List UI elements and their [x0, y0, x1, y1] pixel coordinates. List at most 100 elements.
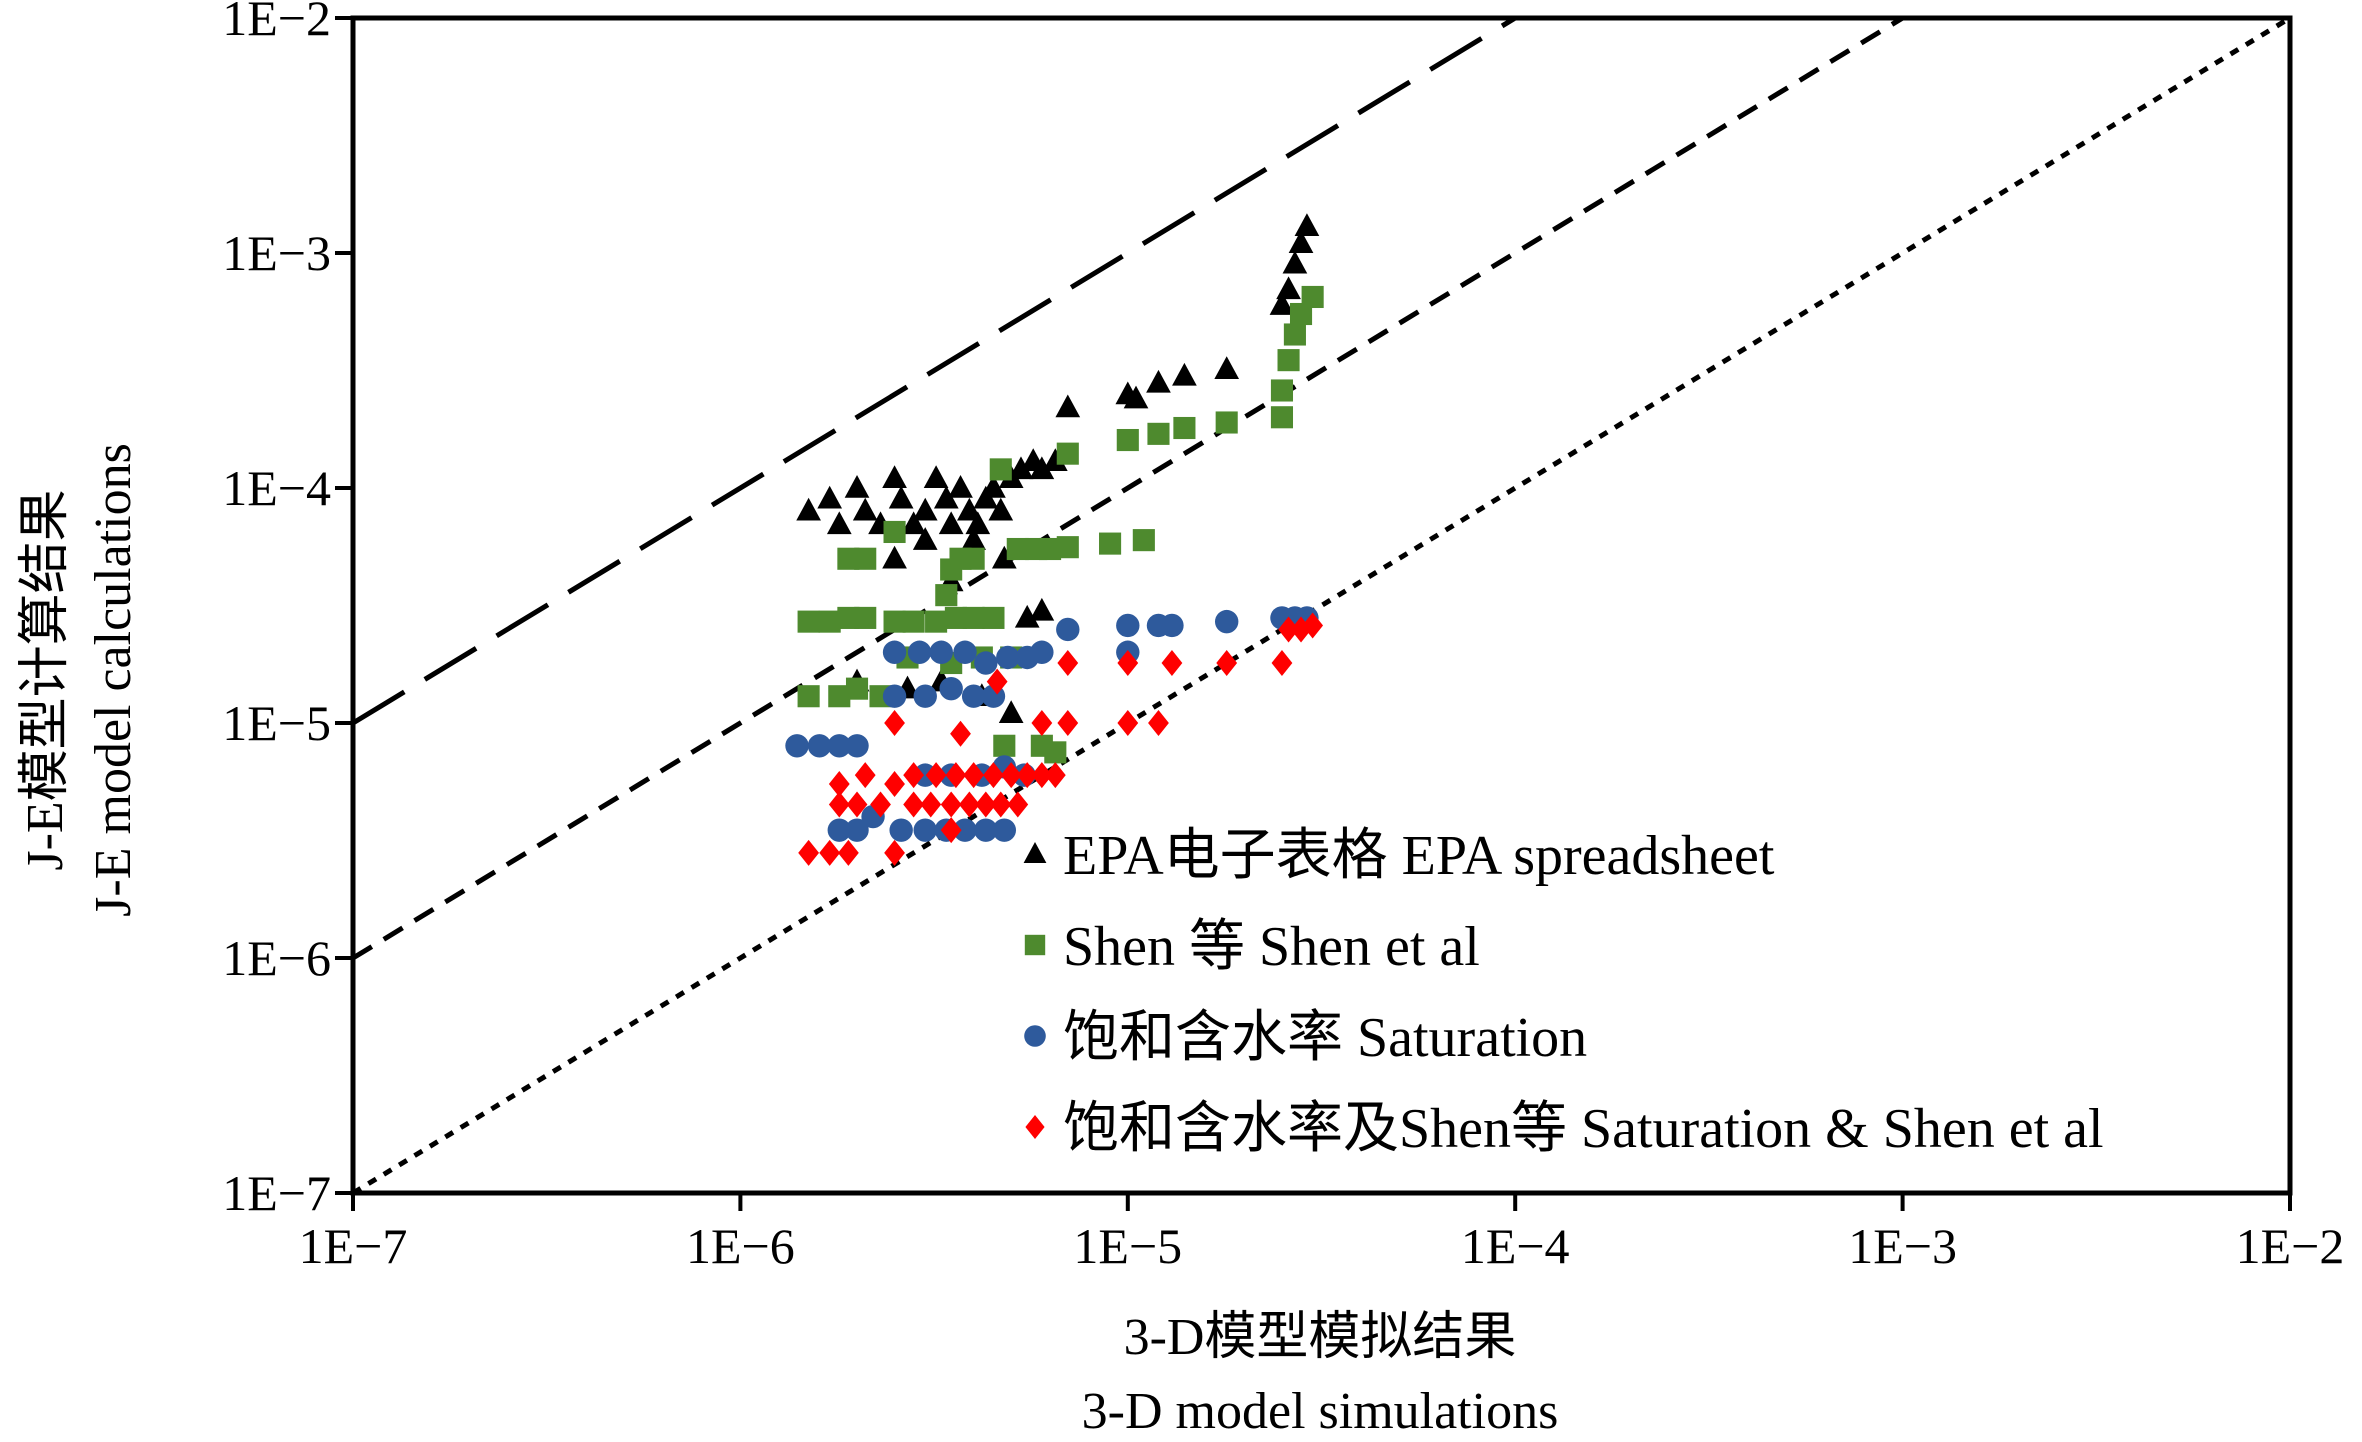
- epa-point: [938, 511, 964, 535]
- epa-point: [901, 511, 926, 535]
- x-tick-label: 1E−5: [1073, 1218, 1182, 1274]
- saturation-shen-point: [1000, 762, 1022, 789]
- epa-point: [826, 511, 852, 535]
- saturation-shen-point: [990, 791, 1012, 818]
- saturation-shen-point: [983, 762, 1004, 789]
- epa-point: [965, 511, 991, 535]
- saturation-shen-point: [963, 762, 985, 789]
- x-tick-label: 1E−6: [686, 1218, 795, 1274]
- epa-point: [957, 497, 982, 521]
- y-tick-label: 1E−2: [222, 0, 331, 46]
- epa-point: [1146, 369, 1171, 393]
- reference-line-long-dash: [353, 18, 1521, 726]
- x-axis-title-cn: 3-D模型模拟结果: [1124, 1309, 1517, 1366]
- saturation-shen-point: [854, 762, 876, 789]
- shen-point: [1116, 428, 1139, 452]
- saturation-shen-point: [950, 720, 971, 747]
- shen-point: [1099, 532, 1122, 555]
- saturation-point: [939, 676, 963, 701]
- shen-point: [1147, 422, 1170, 445]
- saturation-point: [827, 818, 851, 842]
- saturation-shen-point: [1216, 650, 1238, 677]
- shen-point: [837, 547, 860, 570]
- legend-marker-epa-point: [1023, 842, 1047, 863]
- saturation-shen-point: [1161, 650, 1183, 677]
- saturation-shen-point: [884, 771, 905, 798]
- epa-point: [1276, 276, 1301, 300]
- plot-frame: [350, 15, 2293, 1196]
- saturation-point: [827, 734, 851, 758]
- shen-point: [854, 547, 877, 570]
- shen-point: [883, 610, 906, 633]
- y-tick-label: 1E−7: [222, 1165, 331, 1221]
- saturation-point: [1116, 613, 1140, 638]
- shen-point: [1056, 536, 1079, 559]
- shen-point: [1215, 411, 1238, 434]
- shen-point: [818, 610, 841, 633]
- epa-points: [796, 213, 1320, 724]
- shen-point: [1289, 302, 1313, 326]
- saturation-point: [785, 734, 809, 758]
- saturation-point: [974, 651, 998, 675]
- x-tick-label: 1E−4: [1461, 1218, 1570, 1274]
- y-tick-label: 1E−4: [222, 460, 331, 516]
- shen-point: [902, 610, 925, 633]
- saturation-point: [974, 818, 998, 842]
- saturation-shen-point: [870, 791, 891, 818]
- saturation-point: [907, 640, 932, 664]
- shen-point: [1039, 537, 1062, 561]
- shen-point: [993, 734, 1016, 757]
- shen-point: [883, 520, 906, 544]
- epa-point: [1214, 356, 1240, 380]
- legend-label: 饱和含水率及Shen等 Saturation & Shen et al: [1063, 1098, 2104, 1160]
- saturation-shen-point: [846, 791, 868, 818]
- reference-line-short-dash: [353, 18, 1908, 961]
- x-tick-label: 1E−7: [299, 1218, 408, 1274]
- shen-point: [1270, 406, 1294, 429]
- shen-point: [854, 606, 877, 629]
- legend-label: 饱和含水率 Saturation: [1063, 1007, 1587, 1069]
- saturation-shen-point: [1016, 762, 1038, 789]
- shen-point: [845, 677, 869, 700]
- x-axis-title-en: 3-D model simulations: [1082, 1383, 1559, 1440]
- shen-point: [1056, 442, 1079, 465]
- saturation-shen-point: [828, 791, 850, 818]
- epa-point: [1294, 213, 1320, 236]
- shen-point: [797, 610, 820, 633]
- shen-point: [1301, 285, 1324, 309]
- saturation-shen-point: [986, 668, 1008, 695]
- saturation-point: [845, 818, 869, 842]
- saturation-shen-point: [940, 791, 962, 818]
- shen-point: [982, 606, 1005, 629]
- y-tick-label: 1E−6: [222, 930, 331, 986]
- saturation-point: [913, 684, 937, 708]
- y-tick-labels: 1E−7 1E−6 1E−5 1E−4 1E−3 1E−2: [222, 0, 331, 1221]
- shen-point: [1006, 537, 1029, 561]
- epa-point: [948, 475, 973, 498]
- legend-marker-saturation-point: [1024, 1025, 1046, 1047]
- shen-point: [1173, 416, 1196, 440]
- reference-lines: [353, 18, 2290, 1193]
- saturation-shen-point: [884, 710, 905, 736]
- epa-point: [888, 485, 914, 509]
- saturation-shen-point: [1117, 710, 1139, 736]
- saturation-shen-point: [1117, 650, 1139, 677]
- saturation-point: [1214, 609, 1239, 634]
- saturation-shen-point: [920, 791, 942, 818]
- epa-point: [961, 527, 986, 550]
- saturation-shen-point: [1148, 710, 1169, 736]
- y-tick-label: 1E−3: [222, 225, 331, 281]
- epa-point: [981, 475, 1006, 498]
- epa-point: [1269, 292, 1295, 315]
- x-tick-label: 1E−3: [1848, 1218, 1957, 1274]
- shen-point: [962, 606, 985, 629]
- epa-point: [844, 475, 870, 498]
- epa-point: [817, 485, 843, 509]
- epa-point: [882, 465, 907, 489]
- saturation-point: [953, 818, 977, 842]
- shen-point: [828, 685, 851, 708]
- saturation-point: [1160, 613, 1184, 638]
- shen-point: [1270, 379, 1294, 402]
- legend-marker-shen-point: [1024, 934, 1046, 956]
